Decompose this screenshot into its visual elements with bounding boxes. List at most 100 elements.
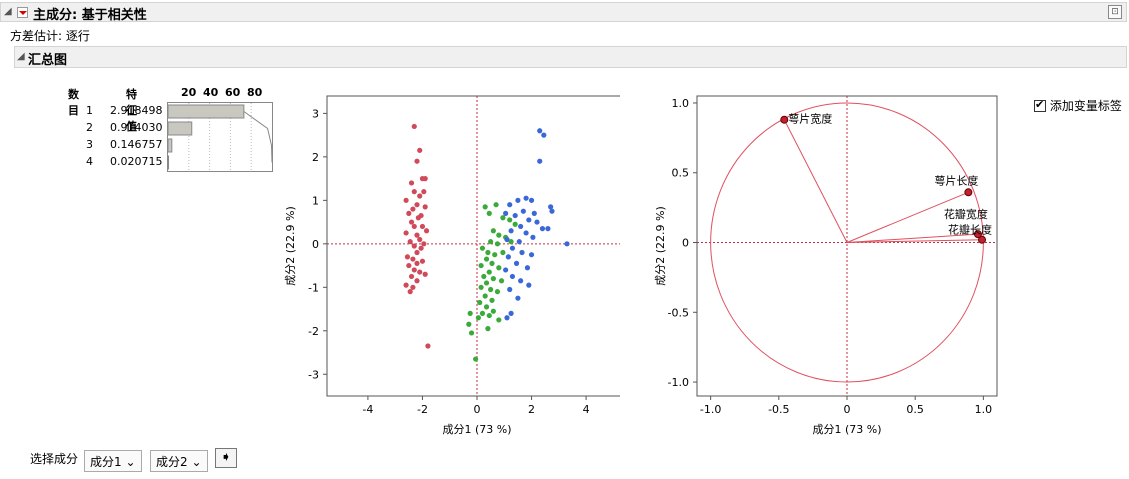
scale-label: 40 (203, 86, 219, 99)
score-plot: -4 -2 0 2 4 -3 -2 -1 0 1 2 3 成分1 (73 %) 成分2 (22.9 %) (284, 95, 620, 436)
col-eigen-header: 特征值 (126, 88, 137, 133)
data-point (489, 297, 495, 303)
data-point (423, 228, 430, 234)
data-point (411, 223, 417, 230)
data-point (515, 295, 521, 301)
data-point (519, 249, 525, 256)
data-point (485, 326, 491, 332)
checkbox-icon[interactable] (1034, 98, 1046, 112)
x-axis-label: 成分1 (73 %) (812, 423, 881, 436)
loading-plot: -1.0 -0.5 0 0.5 1.0 -1.0 -0.5 0 0.5 1.0 成分1 (73 %)… (654, 95, 998, 436)
data-point (528, 197, 535, 203)
data-point (418, 245, 424, 251)
data-point (505, 254, 511, 260)
scale-label: 80 (247, 86, 263, 99)
data-point (411, 267, 417, 273)
data-point (467, 310, 473, 316)
data-point (486, 269, 492, 275)
data-point (515, 197, 521, 203)
data-point (421, 241, 427, 247)
data-point (500, 249, 506, 256)
maximize-icon[interactable]: ⊡ (1108, 5, 1122, 19)
data-point (564, 241, 570, 247)
data-point (503, 267, 509, 273)
data-point (507, 202, 513, 208)
data-point (410, 284, 416, 290)
data-point (403, 282, 409, 288)
loading-point (964, 188, 973, 197)
data-point (548, 204, 554, 210)
component2-select[interactable]: 成分2 ⌄ (150, 450, 208, 472)
eigen-value: 0.020715 (110, 155, 163, 168)
data-point (508, 239, 514, 245)
loading-vector (846, 233, 978, 244)
row-number: 3 (86, 138, 93, 151)
red-triangle-menu-icon[interactable] (17, 7, 28, 18)
data-point (496, 265, 502, 271)
data-point (406, 262, 412, 269)
data-point (419, 223, 426, 230)
variable-label: 花瓣长度 (948, 223, 992, 237)
data-point (490, 276, 496, 282)
data-point (411, 189, 417, 195)
data-point (504, 315, 510, 321)
data-point (516, 239, 522, 245)
data-point (481, 273, 487, 280)
report-header: ◢ 主成分: 基于相关性 ⊡ (0, 2, 1127, 23)
collapse-triangle-icon[interactable]: ◢ (17, 51, 25, 62)
data-point (526, 282, 532, 288)
data-point (509, 245, 516, 251)
data-point (496, 317, 502, 323)
y-axis-label: 成分2 (22.9 %) (284, 206, 297, 286)
data-point (507, 286, 513, 293)
data-point (523, 195, 529, 201)
x-tick-label: 0 (474, 403, 481, 416)
data-point (500, 215, 506, 221)
y-tick-label: 3 (312, 107, 319, 120)
data-point (417, 269, 423, 275)
add-variable-labels-checkbox[interactable]: 添加变量标签 (1034, 97, 1122, 114)
data-point (486, 312, 492, 319)
x-tick-label: 2 (528, 403, 535, 416)
eigen-value: 0.914030 (110, 121, 163, 134)
collapse-triangle-icon[interactable]: ◢ (4, 6, 12, 17)
y-tick-label: 1 (312, 194, 319, 207)
data-point (486, 210, 492, 216)
data-point (403, 197, 409, 203)
data-point (468, 330, 475, 336)
data-point (404, 254, 411, 260)
data-point (503, 210, 509, 216)
component1-value: 成分1 (90, 455, 122, 469)
data-point (477, 299, 483, 306)
y-tick-label: 0 (682, 237, 689, 250)
variance-estimate-text: 方差估计: 逐行 (10, 29, 90, 43)
data-point (518, 278, 524, 284)
data-point (504, 236, 510, 243)
y-tick-label: 0.5 (672, 167, 690, 180)
loading-vector (846, 239, 983, 244)
eigen-bar-chart (167, 102, 273, 172)
y-tick-label: -1 (308, 281, 319, 294)
loading-vector (783, 119, 848, 243)
data-point (415, 215, 421, 221)
variable-label: 萼片宽度 (788, 112, 832, 126)
data-point (410, 256, 416, 262)
go-arrow-button[interactable]: ➧ (215, 448, 237, 468)
data-point (494, 241, 501, 247)
y-tick-label: -2 (308, 325, 319, 338)
data-point (490, 308, 496, 314)
x-tick-label: 1.0 (975, 403, 993, 416)
y-tick-label: 2 (312, 151, 319, 164)
data-point (414, 260, 420, 266)
data-point (408, 180, 415, 186)
component1-select[interactable]: 成分1 ⌄ (84, 450, 142, 472)
variable-label: 花瓣宽度 (944, 207, 988, 221)
data-point (411, 243, 417, 249)
x-tick-label: -2 (417, 403, 428, 416)
data-point (483, 304, 490, 310)
data-point (496, 232, 502, 238)
data-point (489, 260, 495, 266)
x-tick-label: -0.5 (768, 403, 789, 416)
data-point (523, 230, 529, 236)
data-point (531, 210, 537, 216)
